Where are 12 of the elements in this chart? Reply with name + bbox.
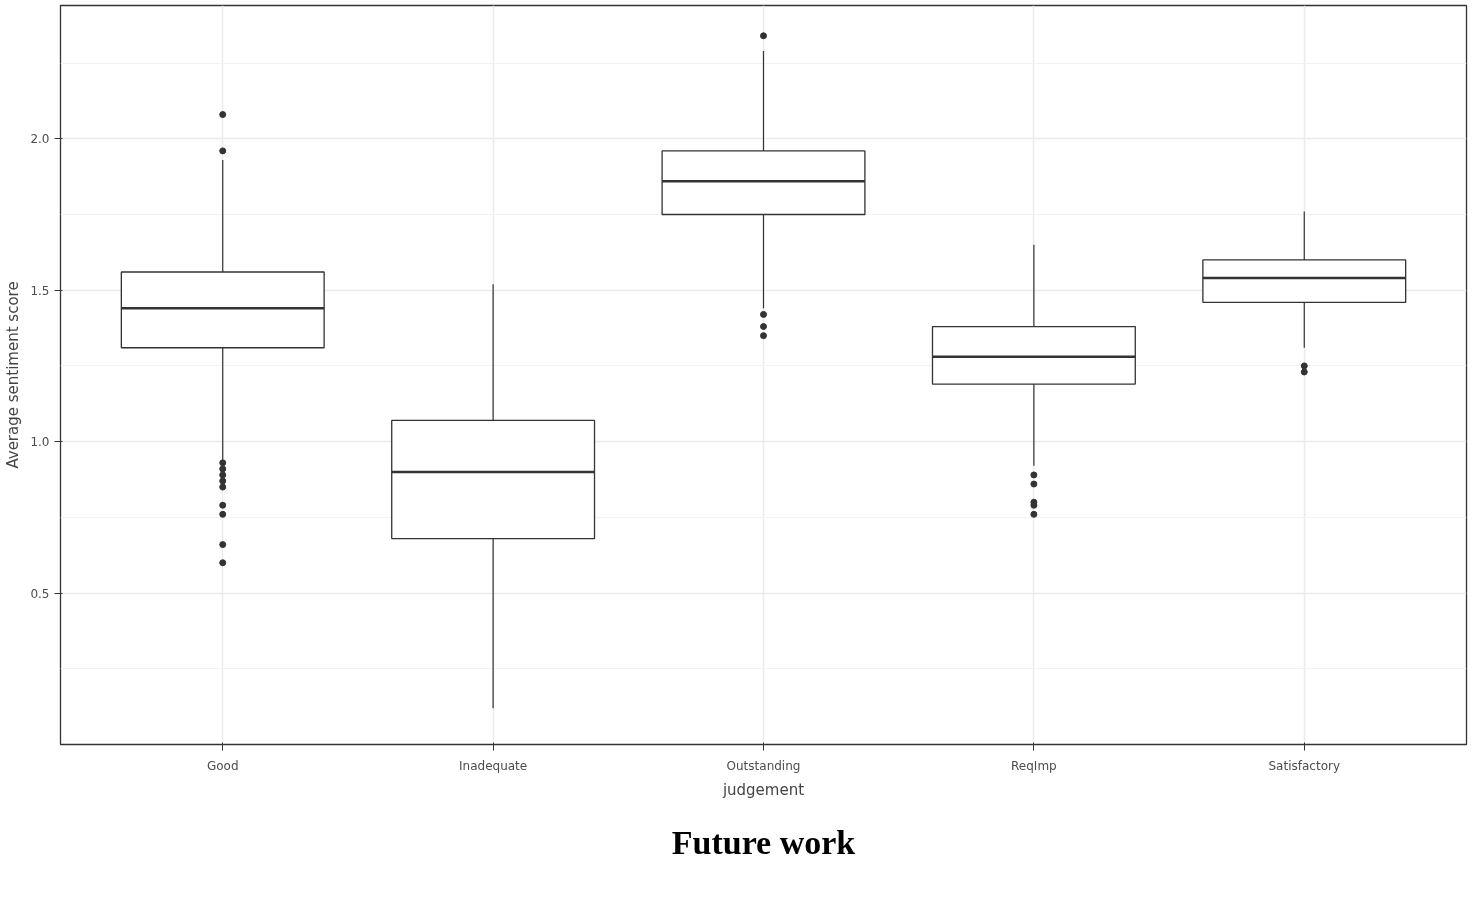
y-tick-label: 1.0 — [30, 435, 50, 450]
x-tick-label: Good — [206, 758, 239, 773]
y-tick-label: 2.0 — [30, 132, 50, 147]
x-tick-label: ReqImp — [1011, 758, 1057, 773]
y-axis-title: Average sentiment score — [4, 281, 23, 469]
x-tick-label: Outstanding — [726, 758, 801, 773]
x-axis-title: judgement — [721, 780, 805, 799]
text: Future work — [671, 823, 856, 861]
x-tick-label: Inadequate — [459, 758, 528, 773]
y-tick-label: 0.5 — [30, 586, 50, 601]
x-tick-label: Satisfactory — [1268, 758, 1341, 773]
y-tick-label: 1.5 — [30, 283, 50, 298]
